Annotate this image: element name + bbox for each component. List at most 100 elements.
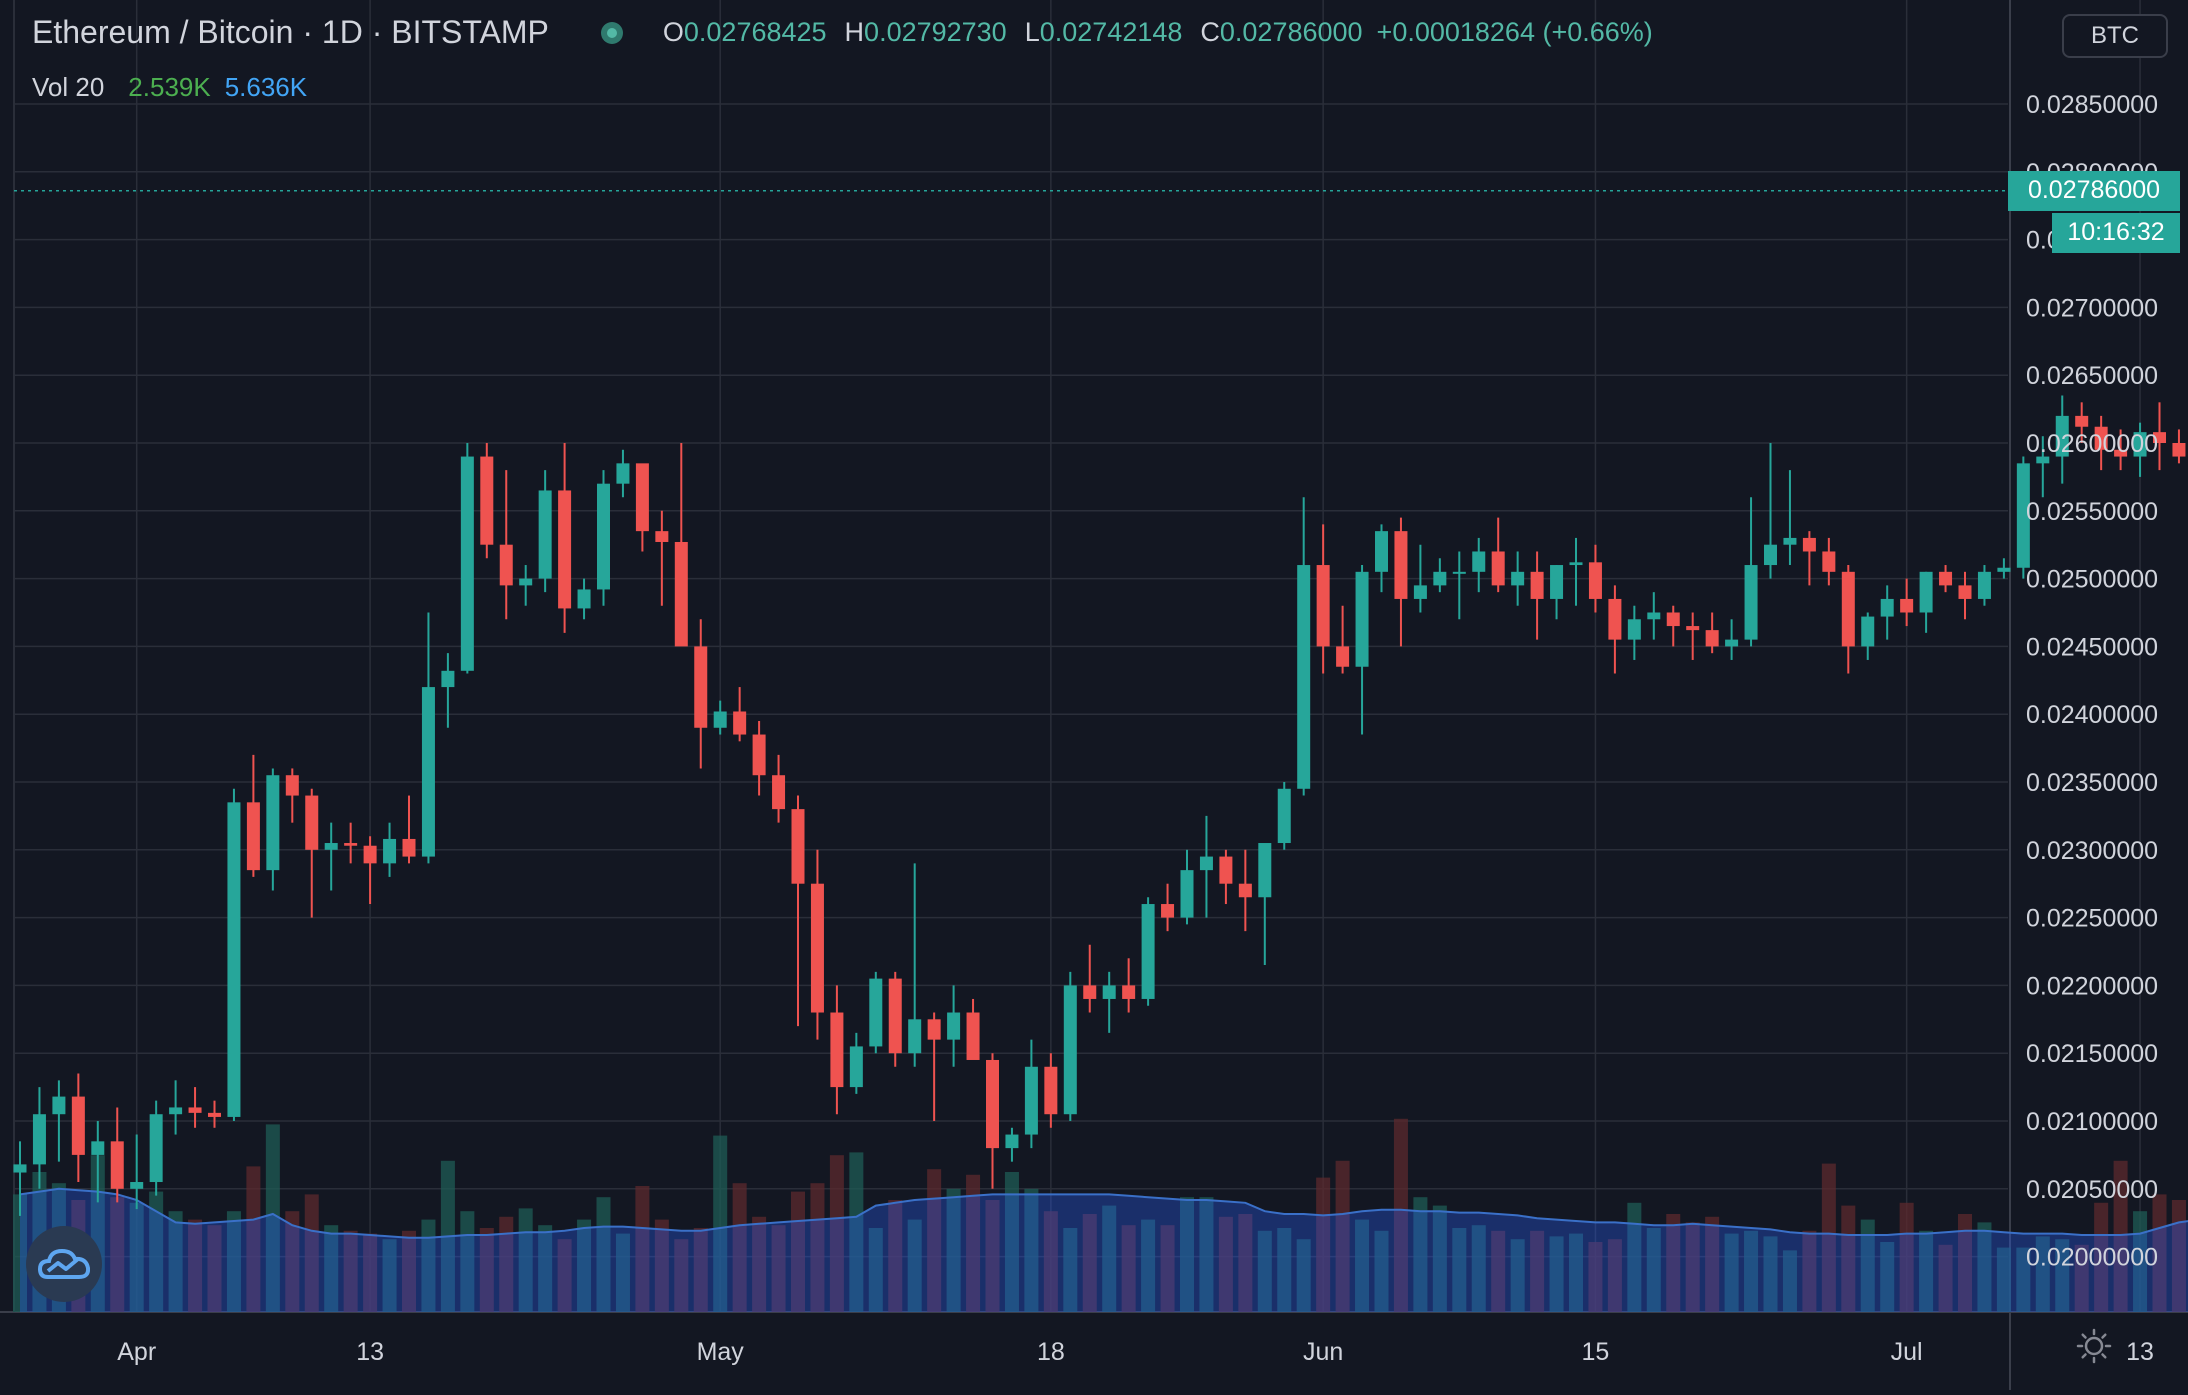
candle[interactable] — [227, 789, 240, 1121]
candle[interactable] — [772, 755, 785, 823]
candle[interactable] — [1394, 518, 1407, 647]
candle[interactable] — [1122, 958, 1135, 1012]
candle[interactable] — [72, 1074, 85, 1182]
candle[interactable] — [1472, 538, 1485, 592]
candle[interactable] — [655, 511, 668, 606]
candle[interactable] — [1978, 565, 1991, 606]
candle[interactable] — [480, 443, 493, 558]
candle[interactable] — [1511, 551, 1524, 605]
candle[interactable] — [286, 768, 299, 822]
candle[interactable] — [539, 470, 552, 592]
candle[interactable] — [1239, 850, 1252, 931]
candle[interactable] — [1881, 585, 1894, 639]
candle[interactable] — [1861, 613, 1874, 660]
candle[interactable] — [1278, 782, 1291, 850]
candle[interactable] — [869, 972, 882, 1053]
candle[interactable] — [1161, 884, 1174, 931]
candle[interactable] — [266, 768, 279, 890]
candle[interactable] — [1317, 524, 1330, 673]
candle[interactable] — [578, 579, 591, 620]
candle[interactable] — [403, 796, 416, 864]
candle[interactable] — [364, 836, 377, 904]
candle[interactable] — [2172, 429, 2185, 463]
candle[interactable] — [1686, 613, 1699, 660]
candle[interactable] — [1803, 531, 1816, 585]
candle[interactable] — [1531, 551, 1544, 639]
candle[interactable] — [1939, 565, 1952, 592]
candle[interactable] — [1492, 518, 1505, 593]
candle[interactable] — [597, 470, 610, 606]
candle[interactable] — [1725, 619, 1738, 660]
candle[interactable] — [850, 1033, 863, 1094]
candle[interactable] — [967, 999, 980, 1060]
candle[interactable] — [383, 823, 396, 877]
candle[interactable] — [344, 823, 357, 864]
settings-sun-icon[interactable] — [2076, 1328, 2112, 1364]
candle[interactable] — [441, 653, 454, 728]
candle[interactable] — [1181, 850, 1194, 925]
candle[interactable] — [830, 985, 843, 1114]
interval-label[interactable]: 1D — [322, 14, 363, 51]
candle[interactable] — [616, 450, 629, 497]
candle[interactable] — [1745, 497, 1758, 646]
candle[interactable] — [500, 470, 513, 619]
candle[interactable] — [1356, 565, 1369, 735]
candle[interactable] — [422, 613, 435, 864]
candle[interactable] — [792, 796, 805, 1027]
candle[interactable] — [305, 789, 318, 918]
candle[interactable] — [1608, 585, 1621, 673]
candle[interactable] — [558, 443, 571, 633]
candle[interactable] — [1997, 558, 2010, 578]
candle[interactable] — [1297, 497, 1310, 795]
candle[interactable] — [519, 565, 532, 606]
candle[interactable] — [325, 823, 338, 891]
candle[interactable] — [1219, 850, 1232, 904]
market-open-dot-icon[interactable] — [601, 22, 623, 44]
candle[interactable] — [1628, 606, 1641, 660]
volume-label[interactable]: Vol 20 — [32, 72, 104, 103]
candle[interactable] — [733, 687, 746, 741]
candle[interactable] — [150, 1101, 163, 1196]
candle[interactable] — [636, 463, 649, 551]
candle[interactable] — [247, 755, 260, 877]
candle[interactable] — [169, 1080, 182, 1134]
candle[interactable] — [1453, 551, 1466, 619]
candle[interactable] — [1667, 606, 1680, 647]
candle[interactable] — [1842, 565, 1855, 673]
currency-badge[interactable]: BTC — [2062, 14, 2168, 58]
candle[interactable] — [1083, 945, 1096, 1013]
candle[interactable] — [1258, 843, 1271, 965]
symbol-label[interactable]: Ethereum / Bitcoin — [32, 14, 293, 51]
candle[interactable] — [1920, 572, 1933, 633]
candle[interactable] — [1589, 545, 1602, 613]
candle[interactable] — [753, 721, 766, 796]
candle[interactable] — [1375, 524, 1388, 592]
candle[interactable] — [1550, 565, 1563, 619]
candle[interactable] — [986, 1053, 999, 1189]
candle[interactable] — [1433, 558, 1446, 592]
candle[interactable] — [1900, 579, 1913, 626]
candle[interactable] — [947, 985, 960, 1066]
candle[interactable] — [675, 443, 688, 646]
candle[interactable] — [694, 619, 707, 768]
tradingview-cloud-icon[interactable] — [26, 1226, 102, 1302]
candle[interactable] — [1647, 592, 1660, 639]
candle[interactable] — [811, 850, 824, 1040]
candle[interactable] — [928, 1013, 941, 1121]
candle[interactable] — [1783, 470, 1796, 565]
candle[interactable] — [1103, 972, 1116, 1033]
candle[interactable] — [1064, 972, 1077, 1121]
candle[interactable] — [208, 1101, 221, 1128]
candle[interactable] — [1570, 538, 1583, 606]
candle[interactable] — [1005, 1128, 1018, 1162]
candle[interactable] — [1200, 816, 1213, 918]
candle[interactable] — [1044, 1053, 1057, 1128]
candle[interactable] — [1336, 606, 1349, 674]
candle[interactable] — [908, 863, 921, 1066]
candle[interactable] — [1025, 1040, 1038, 1148]
candle[interactable] — [461, 443, 474, 674]
candle[interactable] — [714, 701, 727, 735]
candle[interactable] — [1142, 897, 1155, 1005]
